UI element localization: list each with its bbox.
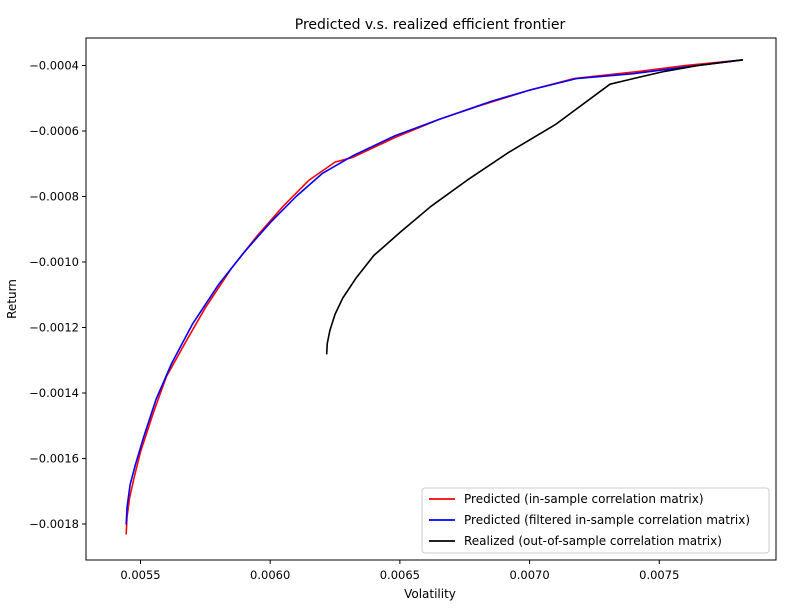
series-line-0 bbox=[125, 59, 744, 535]
x-axis: 0.0055 0.0060 0.0065 0.0070 0.0075 bbox=[120, 560, 679, 582]
x-tick-label: 0.0060 bbox=[250, 568, 290, 582]
series-line-1 bbox=[125, 59, 744, 525]
y-tick-label: −0.0004 bbox=[29, 59, 79, 73]
y-tick-label: −0.0016 bbox=[29, 451, 79, 465]
y-tick-label: −0.0018 bbox=[29, 517, 79, 531]
legend: Predicted (in-sample correlation matrix)… bbox=[421, 487, 770, 554]
x-tick-label: 0.0075 bbox=[639, 568, 679, 582]
legend-label-2: Realized (out-of-sample correlation matr… bbox=[464, 534, 722, 548]
chart-title: Predicted v.s. realized efficient fronti… bbox=[295, 17, 566, 33]
series-line-2 bbox=[325, 59, 744, 355]
legend-box bbox=[421, 487, 770, 554]
plot-area-frame bbox=[85, 37, 777, 561]
x-tick-label: 0.0065 bbox=[380, 568, 420, 582]
y-tick-label: −0.0014 bbox=[29, 386, 79, 400]
x-axis-label: Volatility bbox=[404, 587, 456, 601]
y-axis-label: Return bbox=[5, 279, 19, 319]
y-tick-label: −0.0010 bbox=[29, 255, 79, 269]
x-tick-label: 0.0055 bbox=[120, 568, 160, 582]
series-layer bbox=[125, 59, 744, 535]
y-tick-label: −0.0006 bbox=[29, 124, 79, 138]
y-axis: −0.0018 −0.0016 −0.0014 −0.0012 −0.0010 −0.00… bbox=[29, 59, 86, 531]
x-tick-label: 0.0070 bbox=[509, 568, 549, 582]
y-tick-label: −0.0008 bbox=[29, 189, 79, 203]
legend-label-1: Predicted (filtered in-sample correlatio… bbox=[464, 513, 750, 527]
y-tick-label: −0.0012 bbox=[29, 320, 79, 334]
legend-label-0: Predicted (in-sample correlation matrix) bbox=[464, 492, 704, 506]
